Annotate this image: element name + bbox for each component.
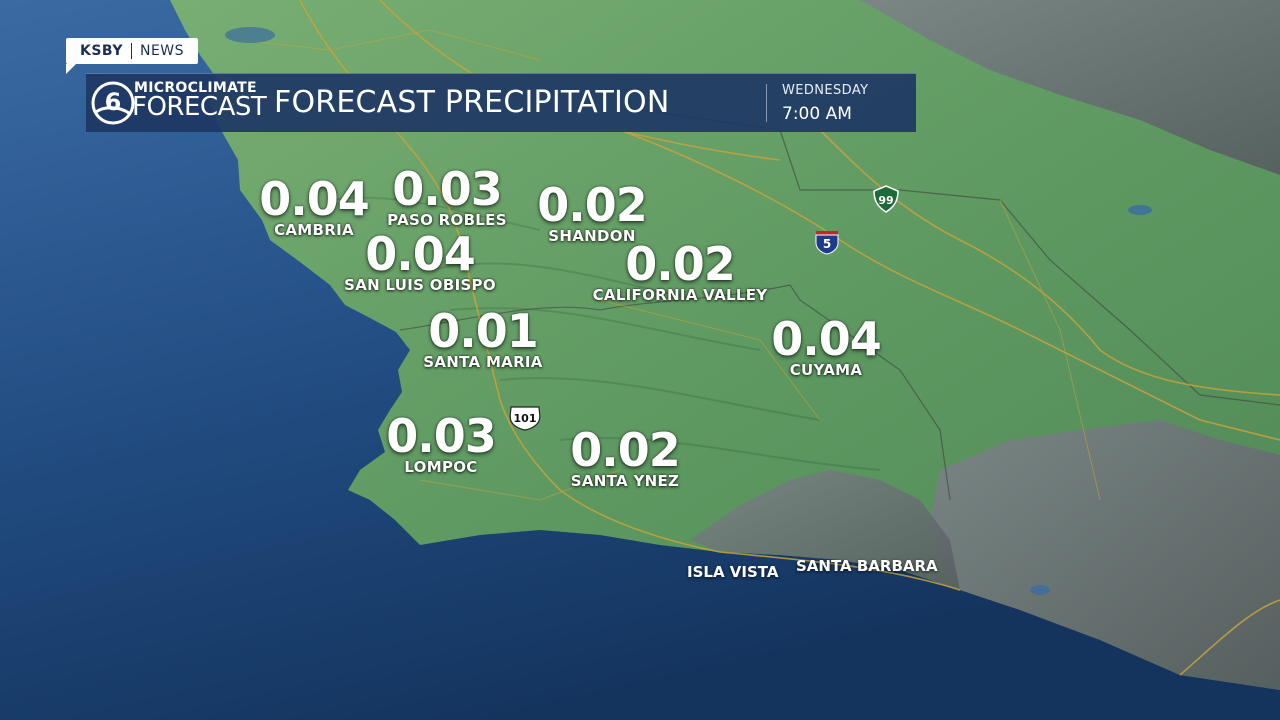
city-label-shandon: 0.02 SHANDON [537, 182, 647, 244]
us-route-icon: 101 [509, 406, 541, 431]
badge-divider [130, 43, 132, 59]
place-label-isla-vista: ISLA VISTA [687, 563, 779, 581]
city-label-california-valley: 0.02 CALIFORNIA VALLEY [593, 241, 768, 303]
place-label-santa-barbara: SANTA BARBARA [796, 557, 938, 575]
channel-6-logo-icon: 6 [91, 81, 135, 125]
city-label-santa-ynez: 0.02 SANTA YNEZ [570, 427, 680, 489]
city-name: CALIFORNIA VALLEY [592, 286, 768, 304]
city-name: SHANDON [548, 227, 636, 245]
city-name: LOMPOC [404, 458, 478, 476]
precip-value: 0.02 [570, 423, 680, 477]
forecast-header: 6 MICROCLIMATE FORECAST FORECAST PRECIPI… [86, 73, 916, 132]
logo-bottom-text: FORECAST [132, 92, 267, 122]
city-name: CAMBRIA [274, 221, 354, 239]
forecast-day: WEDNESDAY [782, 83, 869, 98]
precip-value: 0.04 [771, 312, 881, 366]
section-name: NEWS [139, 43, 185, 59]
route-5-label: 5 [823, 237, 831, 251]
precip-value: 0.04 [365, 227, 475, 281]
city-name: SANTA MARIA [423, 353, 543, 371]
precip-value: 0.02 [625, 237, 735, 291]
city-name: SAN LUIS OBISPO [344, 276, 496, 294]
logo-top-text: MICROCLIMATE [134, 80, 257, 96]
city-name: CUYAMA [789, 361, 863, 379]
route-101-label: 101 [514, 412, 537, 425]
route-99-label: 99 [878, 194, 893, 207]
station-name: KSBY [80, 43, 123, 59]
precip-value: 0.03 [386, 409, 496, 463]
interstate-icon: 5 [815, 231, 839, 255]
city-name: PASO ROBLES [387, 211, 507, 229]
city-name: SANTA YNEZ [570, 472, 680, 490]
station-badge: KSBY NEWS [66, 38, 199, 74]
city-label-san-luis-obispo: 0.04 SAN LUIS OBISPO [344, 231, 496, 293]
forecast-time: 7:00 AM [782, 104, 852, 124]
state-route-icon: 99 [873, 185, 899, 213]
logo-number: 6 [105, 88, 122, 116]
city-label-cambria: 0.04 CAMBRIA [259, 176, 369, 238]
precip-value: 0.04 [259, 172, 369, 226]
city-label-lompoc: 0.03 LOMPOC [386, 413, 496, 475]
header-divider [766, 84, 767, 122]
precip-value: 0.02 [537, 178, 647, 232]
city-label-santa-maria: 0.01 SANTA MARIA [423, 308, 542, 370]
page-title: FORECAST PRECIPITATION [274, 85, 670, 120]
city-label-paso-robles: 0.03 PASO ROBLES [387, 166, 507, 228]
city-label-cuyama: 0.04 CUYAMA [771, 316, 881, 378]
precip-value: 0.01 [428, 304, 539, 358]
precip-value: 0.03 [392, 162, 502, 216]
